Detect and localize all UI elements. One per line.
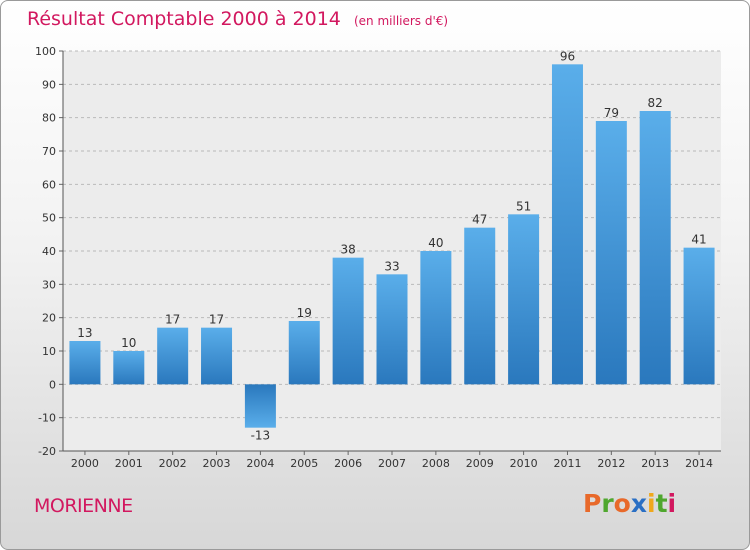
x-tick-label: 2004 (246, 457, 274, 470)
bar (332, 257, 364, 385)
bar (69, 341, 101, 385)
bar-value-label: 10 (121, 336, 136, 350)
logo-letter: x (630, 489, 647, 518)
y-tick-label: -20 (38, 445, 56, 458)
bar-value-label: 19 (297, 306, 312, 320)
x-tick-label: 2013 (641, 457, 669, 470)
title-row: Résultat Comptable 2000 à 2014 (en milli… (27, 8, 448, 30)
bar (464, 227, 496, 385)
x-tick-label: 2012 (597, 457, 625, 470)
chart-title: Résultat Comptable 2000 à 2014 (27, 8, 341, 30)
bar (201, 327, 233, 385)
logo-letter: o (613, 489, 631, 518)
bar (244, 384, 276, 428)
bar (420, 251, 452, 385)
x-tick-label: 2010 (510, 457, 538, 470)
x-tick-label: 2008 (422, 457, 450, 470)
y-tick-label: 30 (42, 278, 56, 291)
logo-letter: t (655, 489, 668, 518)
bar-value-label: 17 (165, 313, 180, 327)
x-tick-label: 2000 (71, 457, 99, 470)
y-tick-label: -10 (38, 412, 56, 425)
bar-value-label: -13 (251, 429, 271, 443)
chart-subtitle: (en milliers d'€) (353, 14, 449, 28)
x-tick-label: 2014 (685, 457, 713, 470)
y-tick-label: 70 (42, 145, 56, 158)
bar (288, 321, 320, 385)
y-tick-label: 60 (42, 178, 56, 191)
x-tick-label: 2006 (334, 457, 362, 470)
bar (157, 327, 189, 385)
y-tick-label: 80 (42, 112, 56, 125)
x-tick-label: 2007 (378, 457, 406, 470)
bar-value-label: 40 (428, 236, 443, 250)
bar-value-label: 41 (691, 233, 706, 247)
x-tick-label: 2003 (203, 457, 231, 470)
x-tick-label: 2002 (159, 457, 187, 470)
bar (639, 111, 671, 385)
y-tick-label: 10 (42, 345, 56, 358)
bar-value-label: 82 (648, 96, 663, 110)
bar-value-label: 13 (77, 326, 92, 340)
y-tick-label: 0 (49, 378, 56, 391)
x-tick-label: 2009 (466, 457, 494, 470)
y-tick-label: 50 (42, 212, 56, 225)
logo-letter: i (667, 489, 677, 518)
x-tick-label: 2005 (290, 457, 318, 470)
y-tick-label: 40 (42, 245, 56, 258)
bar (595, 121, 627, 385)
bar (113, 351, 145, 385)
y-tick-label: 20 (42, 312, 56, 325)
bar (508, 214, 540, 385)
y-tick-label: 100 (35, 45, 56, 58)
bar-value-label: 47 (472, 213, 487, 227)
bar (376, 274, 408, 385)
x-tick-label: 2001 (115, 457, 143, 470)
x-tick-label: 2011 (553, 457, 581, 470)
proxiti-logo: Proxiti (583, 489, 676, 518)
logo-letter: P (583, 489, 602, 518)
region-name: MORIENNE (34, 495, 133, 517)
bar (683, 247, 715, 385)
bar-value-label: 38 (340, 243, 355, 257)
logo-letter: r (601, 489, 614, 518)
bar-value-label: 79 (604, 106, 619, 120)
bar-value-label: 96 (560, 49, 575, 63)
bar-value-label: 33 (384, 259, 399, 273)
logo-letter: i (647, 489, 656, 518)
bar-value-label: 17 (209, 313, 224, 327)
bar (551, 64, 583, 385)
bar-value-label: 51 (516, 199, 531, 213)
y-tick-label: 90 (42, 78, 56, 91)
